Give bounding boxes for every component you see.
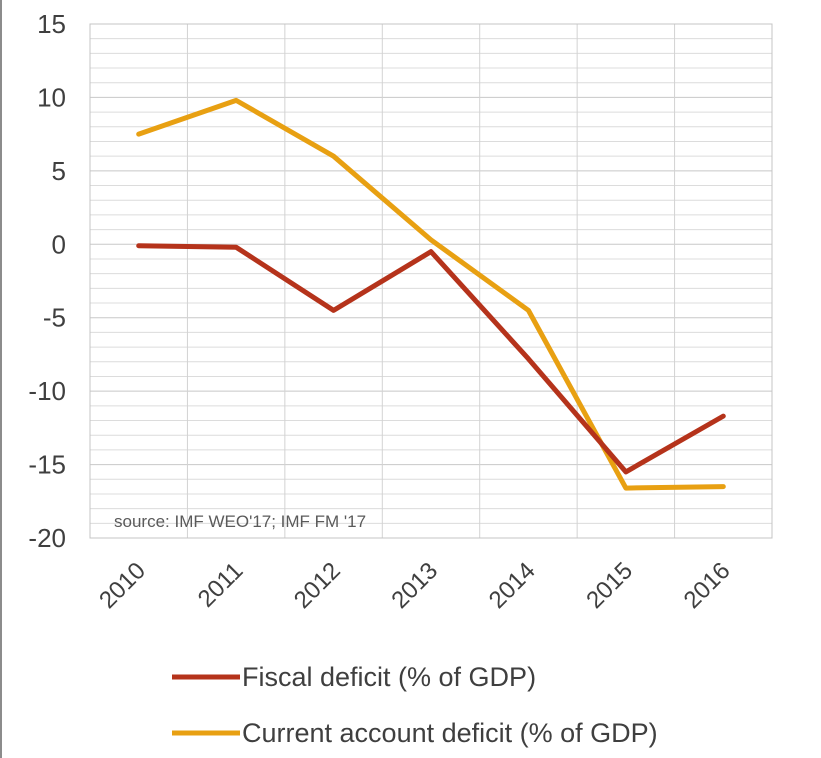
y-tick-label: -20 [28, 523, 66, 553]
legend: Fiscal deficit (% of GDP) Current account… [172, 662, 658, 748]
x-tick-label: 2011 [193, 557, 249, 613]
gridlines [89, 23, 773, 539]
fiscal-deficit-line [136, 243, 726, 475]
y-tick-label: -10 [28, 376, 66, 406]
x-tick-label: 2013 [386, 557, 443, 614]
y-tick-label: 15 [37, 9, 66, 39]
legend-label: Fiscal deficit (% of GDP) [242, 662, 536, 692]
y-tick-label: 10 [37, 82, 66, 112]
y-tick-label: -5 [43, 303, 66, 333]
y-tick-label: 5 [52, 156, 66, 186]
plot-area-border [89, 23, 773, 539]
y-axis-ticks: 15 10 5 0 -5 -10 -15 -20 [28, 9, 66, 553]
source-annotation: source: IMF WEO'17; IMF FM '17 [114, 512, 366, 531]
legend-label: Current account deficit (% of GDP) [242, 718, 658, 748]
x-tick-label: 2012 [289, 557, 346, 614]
y-tick-label: -15 [28, 450, 66, 480]
y-tick-label: 0 [52, 229, 66, 259]
x-axis-ticks: 2010 2011 2012 2013 2014 2015 2016 [94, 557, 735, 614]
series-lines [136, 97, 726, 491]
x-tick-label: 2015 [581, 557, 638, 614]
x-tick-label: 2010 [94, 557, 151, 614]
x-tick-label: 2014 [484, 557, 541, 614]
current-account-deficit-line [136, 97, 726, 491]
x-tick-label: 2016 [679, 557, 736, 614]
